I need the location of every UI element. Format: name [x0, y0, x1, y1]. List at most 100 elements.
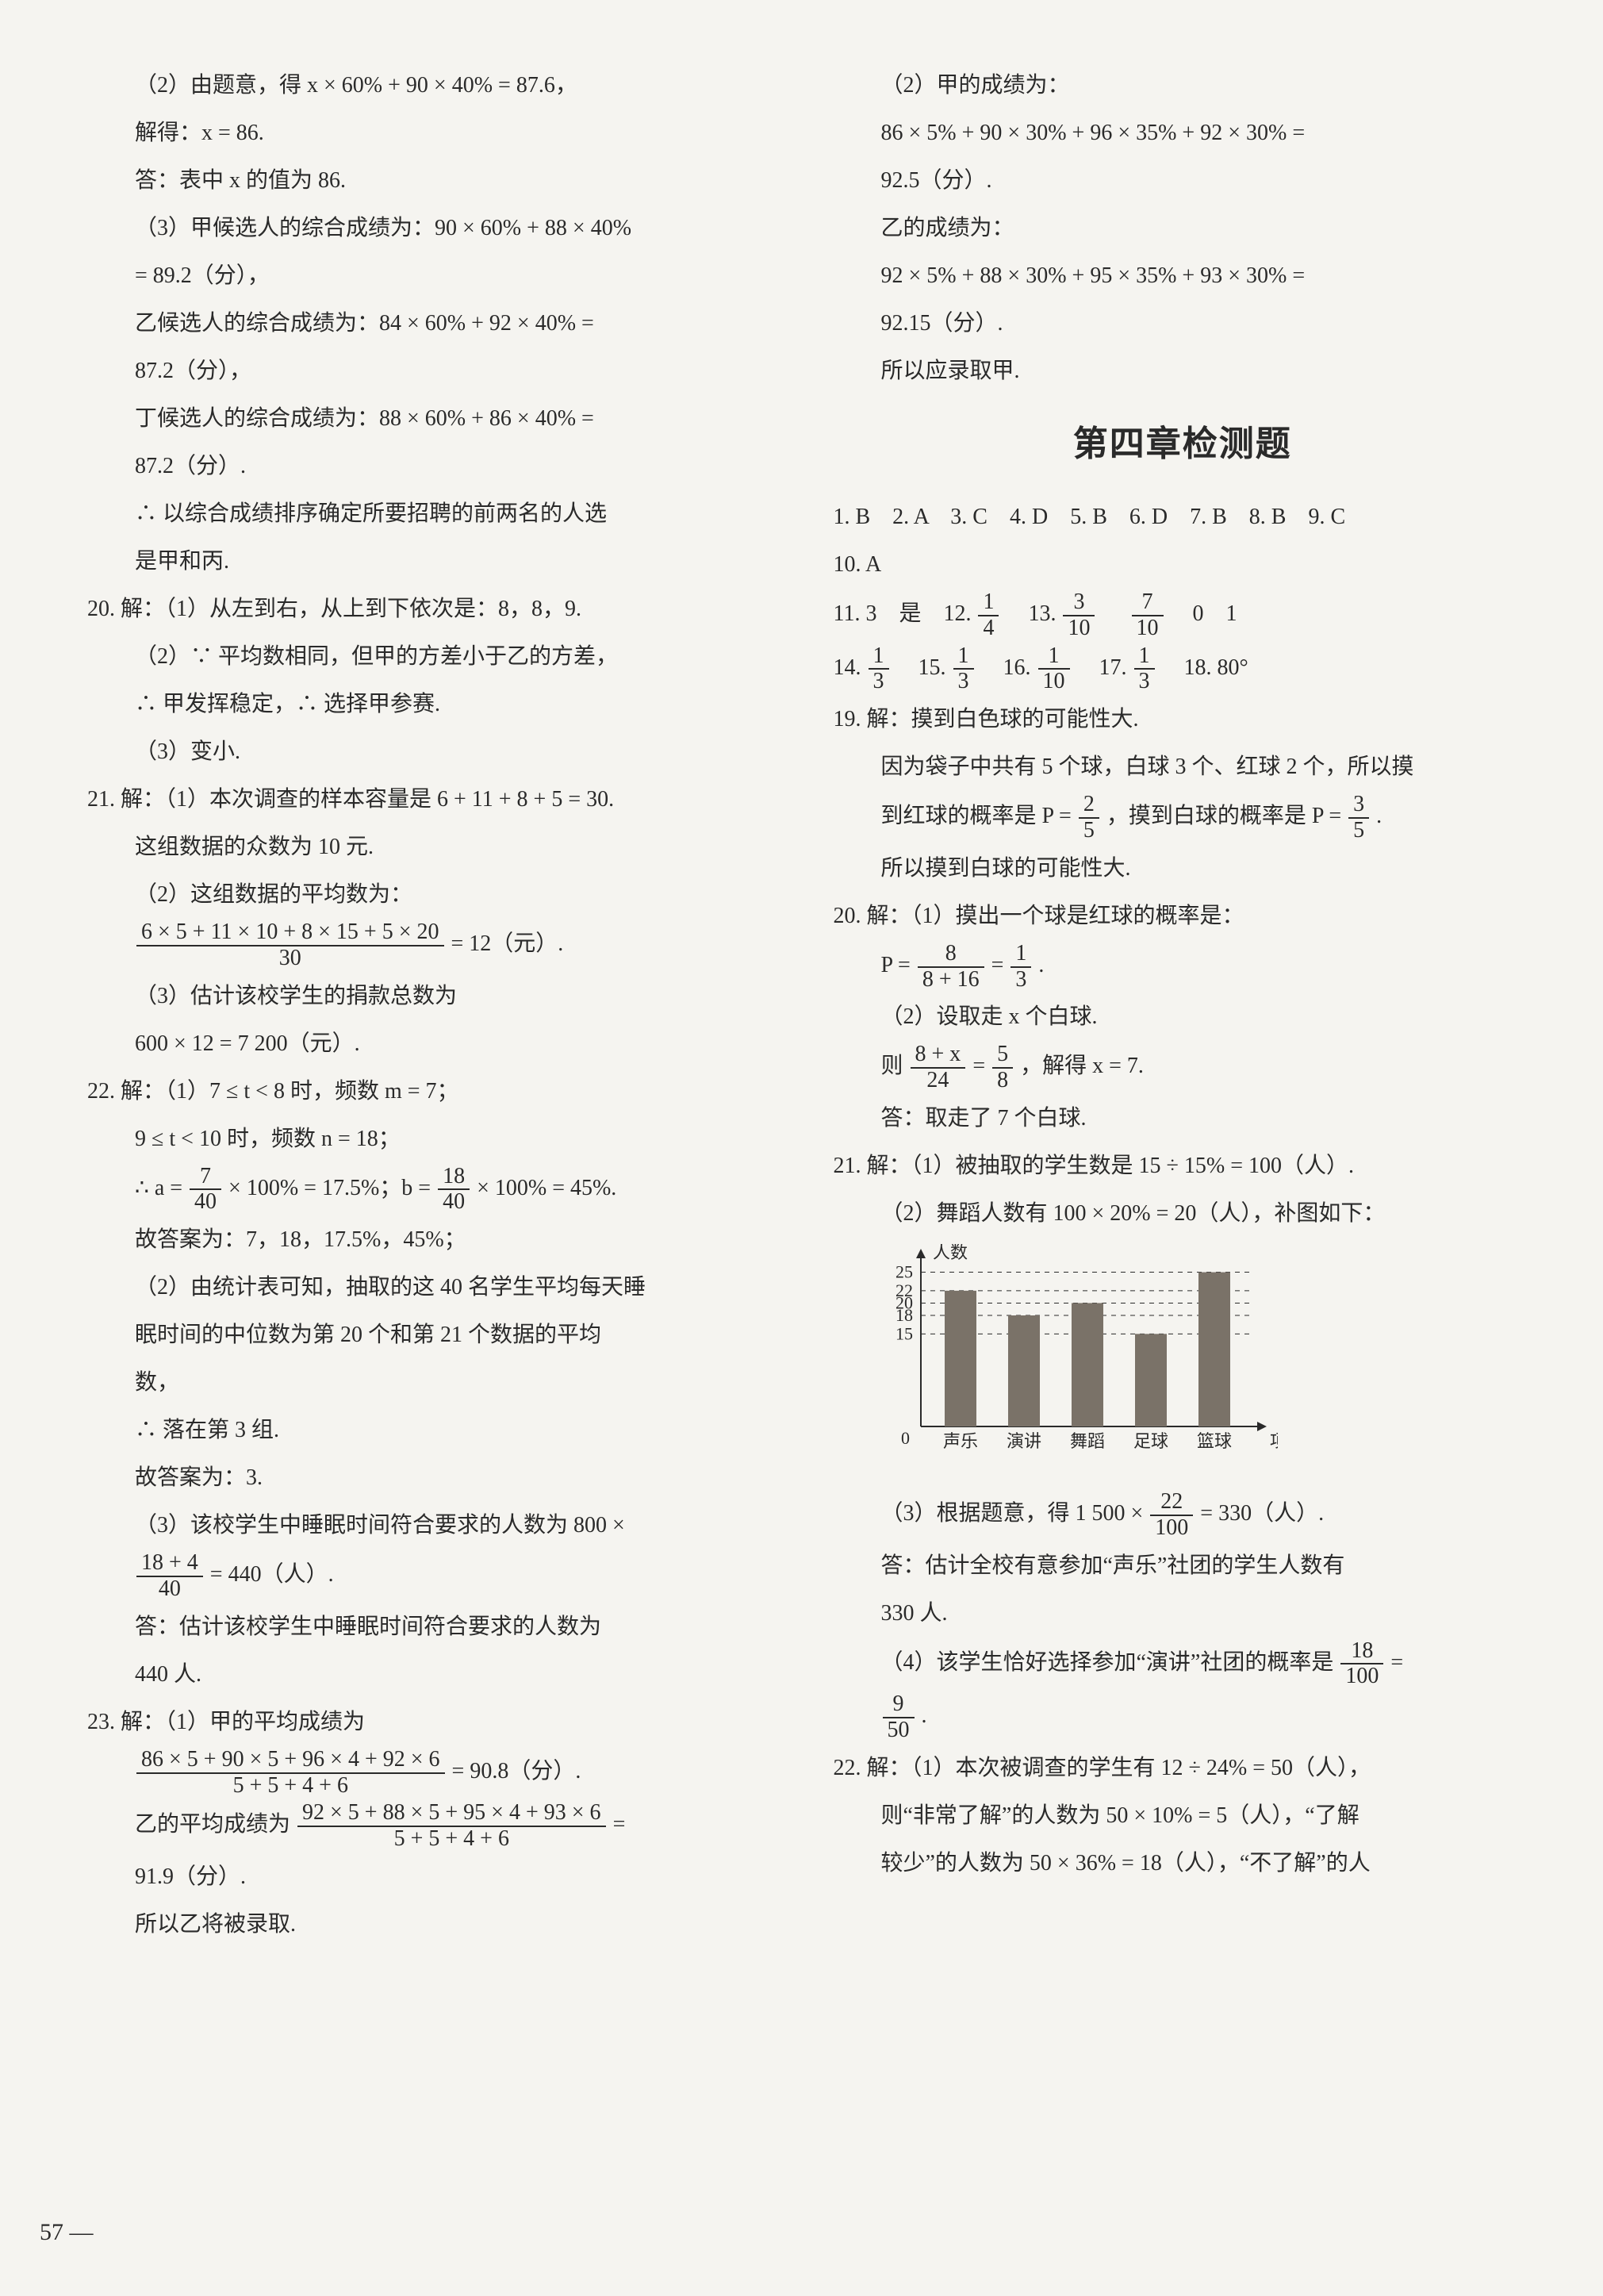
text: × 100% = 45%. [477, 1176, 616, 1200]
text-line: 答：表中 x 的值为 86. [87, 159, 786, 203]
denominator: 4 [978, 616, 999, 641]
answer-line: 1. B 2. A 3. C 4. D 5. B 6. D 7. B 8. B … [834, 495, 1532, 539]
text: . [922, 1703, 927, 1728]
q19-line: 到红球的概率是 P = 25 ，摸到白球的概率是 P = 35 . [834, 793, 1532, 843]
text: = 440（人）. [210, 1562, 334, 1587]
answer-line: 11. 3 是 12. 14 13. 310 710 0 1 [834, 590, 1532, 641]
text: 11. 3 是 12. [834, 601, 977, 626]
fraction: 18100 [1340, 1639, 1383, 1690]
text: = 330（人）. [1200, 1501, 1324, 1526]
numerator: 7 [190, 1165, 221, 1191]
denominator: 5 + 5 + 4 + 6 [297, 1827, 606, 1852]
fraction: 86 × 5 + 90 × 5 + 96 × 4 + 92 × 65 + 5 +… [136, 1748, 445, 1799]
q22-line: 则“非常了解”的人数为 50 × 10% = 5（人），“了解 [834, 1794, 1532, 1838]
q20-line: （2）设取走 x 个白球. [834, 995, 1532, 1039]
q20-line: 20. 解：（1）从左到右，从上到下依次是：8，8，9. [87, 587, 786, 632]
text: 13. [1006, 601, 1061, 626]
q22-line: （2）由统计表可知，抽取的这 40 名学生平均每天睡 [87, 1265, 786, 1310]
denominator: 10 [1038, 670, 1070, 694]
denominator: 40 [190, 1190, 221, 1215]
q21-line: （4）该学生恰好选择参加“演讲”社团的概率是 18100 = [834, 1639, 1532, 1690]
numerator: 22 [1150, 1490, 1193, 1516]
numerator: 9 [883, 1692, 915, 1718]
text-line: 丁候选人的综合成绩为：88 × 60% + 86 × 40% = [87, 397, 786, 441]
svg-text:人数: 人数 [933, 1244, 968, 1262]
q22-line: 眠时间的中位数为第 20 个和第 21 个数据的平均 [87, 1313, 786, 1357]
text-line: 87.2（分）， [87, 349, 786, 394]
text: 14. [834, 655, 867, 680]
numerator: 5 [992, 1042, 1013, 1069]
q21-line: 21. 解：（1）本次调查的样本容量是 6 + 11 + 8 + 5 = 30. [87, 777, 786, 822]
q21-line: 21. 解：（1）被抽取的学生数是 15 ÷ 15% = 100（人）. [834, 1144, 1532, 1188]
q20-line: ∴ 甲发挥稳定，∴ 选择甲参赛. [87, 682, 786, 727]
q20-line: 答：取走了 7 个白球. [834, 1096, 1532, 1141]
text-line: 92.5（分）. [834, 159, 1532, 203]
text: . [1376, 804, 1382, 828]
denominator: 3 [953, 670, 974, 694]
text: = 90.8（分）. [452, 1759, 581, 1783]
q19-line: 19. 解：摸到白色球的可能性大. [834, 697, 1532, 742]
text: 18. 80° [1162, 655, 1248, 680]
q22-line: 440 人. [87, 1653, 786, 1697]
q22-line: （3）该校学生中睡眠时间符合要求的人数为 800 × [87, 1503, 786, 1548]
text: = [972, 1054, 991, 1079]
fraction: 8 + x24 [911, 1042, 966, 1093]
text: = [613, 1813, 626, 1837]
text-line: ∴ 以综合成绩排序确定所要招聘的前两名的人选 [87, 492, 786, 536]
q20-line: （3）变小. [87, 730, 786, 774]
denominator: 40 [136, 1577, 203, 1602]
text-line: （3）甲候选人的综合成绩为：90 × 60% + 88 × 40% [87, 206, 786, 251]
denominator: 3 [1134, 670, 1155, 694]
svg-text:项目: 项目 [1270, 1431, 1278, 1451]
fraction: 58 [992, 1042, 1013, 1093]
fraction: 88 + 16 [918, 942, 984, 993]
denominator: 50 [883, 1718, 915, 1743]
denominator: 30 [136, 946, 444, 971]
q22-line: ∴ a = 740 × 100% = 17.5%；b = 1840 × 100%… [87, 1165, 786, 1215]
denominator: 10 [1063, 616, 1095, 641]
fraction: 6 × 5 + 11 × 10 + 8 × 15 + 5 × 20 30 [136, 920, 444, 971]
text: ，解得 x = 7. [1020, 1054, 1144, 1079]
q22-line: 较少”的人数为 50 × 36% = 18（人），“不了解”的人 [834, 1841, 1532, 1886]
q21-line: 这组数据的众数为 10 元. [87, 825, 786, 870]
svg-text:25: 25 [895, 1262, 913, 1282]
numerator: 86 × 5 + 90 × 5 + 96 × 4 + 92 × 6 [136, 1748, 445, 1774]
text: 15. [896, 655, 952, 680]
left-column: （2）由题意，得 x × 60% + 90 × 40% = 87.6， 解得：x… [87, 63, 786, 1950]
text: （4）该学生恰好选择参加“演讲”社团的概率是 [881, 1650, 1340, 1675]
denominator: 3 [869, 670, 889, 694]
fraction: 92 × 5 + 88 × 5 + 95 × 4 + 93 × 65 + 5 +… [297, 1801, 606, 1852]
denominator: 100 [1150, 1516, 1193, 1541]
q22-line: 答：估计该校学生中睡眠时间符合要求的人数为 [87, 1605, 786, 1649]
text-line: 是甲和丙. [87, 539, 786, 584]
q23-line: 91.9（分）. [87, 1855, 786, 1899]
text-line: 解得：x = 86. [87, 111, 786, 155]
text: 16. [981, 655, 1037, 680]
text-line: 92 × 5% + 88 × 30% + 95 × 35% + 93 × 30%… [834, 254, 1532, 298]
numerator: 1 [978, 590, 999, 616]
fraction: 310 [1063, 590, 1095, 641]
svg-text:篮球: 篮球 [1196, 1431, 1231, 1451]
text-line: 87.2（分）. [87, 444, 786, 489]
svg-text:0: 0 [901, 1428, 910, 1448]
fraction: 25 [1079, 793, 1099, 843]
svg-text:舞蹈: 舞蹈 [1069, 1431, 1104, 1451]
svg-text:声乐: 声乐 [942, 1431, 977, 1451]
q19-line: 所以摸到白球的可能性大. [834, 847, 1532, 891]
text: 到红球的概率是 P = [881, 804, 1077, 828]
q23-line: 乙的平均成绩为 92 × 5 + 88 × 5 + 95 × 4 + 93 × … [87, 1801, 786, 1852]
text: × 100% = 17.5%；b = [228, 1176, 436, 1200]
denominator: 5 + 5 + 4 + 6 [136, 1774, 445, 1799]
text: ，摸到白球的概率是 P = [1106, 804, 1347, 828]
fraction: 18 + 440 [136, 1551, 203, 1602]
denominator: 24 [911, 1069, 966, 1093]
q21-line: 950 . [834, 1692, 1532, 1743]
text-line: = 89.2（分）， [87, 254, 786, 298]
answer-line: 14. 13 15. 13 16. 110 17. 13 18. 80° [834, 644, 1532, 695]
q22-line: ∴ 落在第 3 组. [87, 1408, 786, 1453]
svg-text:足球: 足球 [1133, 1431, 1168, 1451]
denominator: 100 [1340, 1664, 1383, 1689]
fraction: 13 [1011, 942, 1031, 993]
text: ∴ a = [135, 1176, 188, 1200]
denominator: 8 + 16 [918, 968, 984, 993]
